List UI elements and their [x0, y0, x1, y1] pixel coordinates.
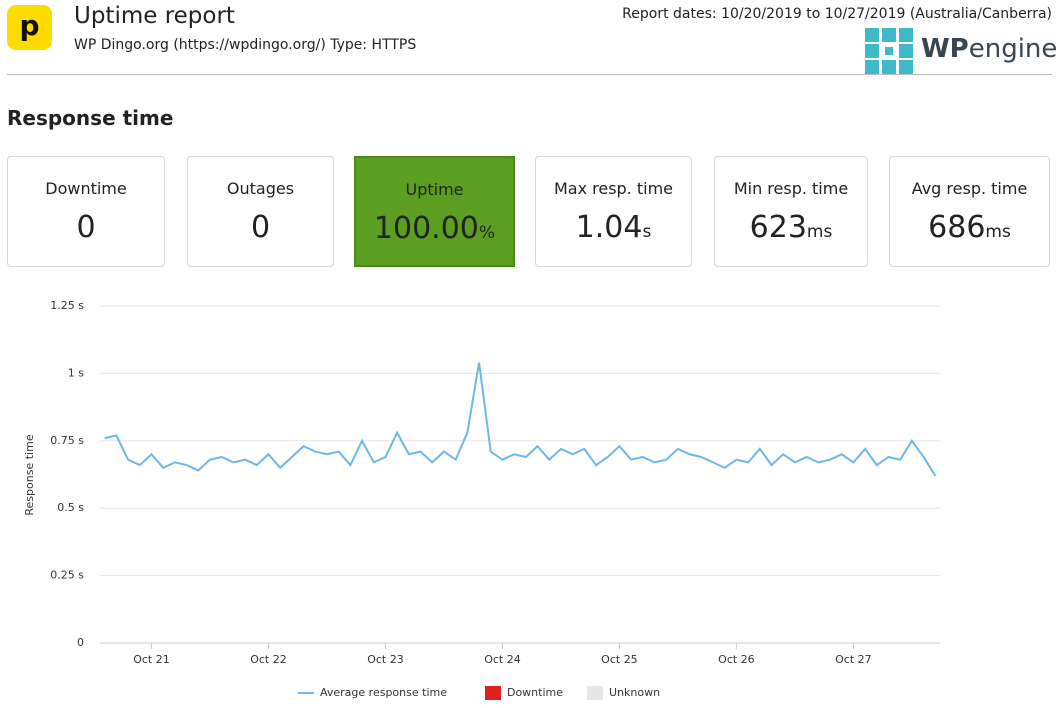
stat-value: 623ms — [715, 210, 867, 245]
section-title: Response time — [7, 106, 174, 130]
stat-card: Max resp. time 1.04s — [535, 156, 692, 267]
stat-value: 0 — [8, 210, 164, 245]
stat-card: Min resp. time 623ms — [714, 156, 868, 267]
stat-unit: % — [478, 223, 496, 243]
brand-icon — [865, 28, 913, 74]
stat-card: Downtime 0 — [7, 156, 165, 267]
legend-swatch — [587, 686, 604, 700]
response-line — [104, 362, 937, 477]
x-tick-label: Oct 27 — [835, 653, 872, 666]
stat-label: Avg resp. time — [911, 179, 1028, 198]
x-tick-label: Oct 25 — [601, 653, 638, 666]
y-tick-label: 0.75 s — [50, 434, 84, 447]
stat-number: 0 — [250, 210, 271, 245]
stat-label: Max resp. time — [553, 179, 674, 198]
subtitle: WP Dingo.org (https://wpdingo.org/) Type… — [74, 37, 417, 53]
stat-value: 100.00% — [356, 211, 513, 246]
x-tick-label: Oct 24 — [484, 653, 521, 666]
y-tick-label: 0.25 s — [50, 569, 84, 582]
report-dates: Report dates: 10/20/2019 to 10/27/2019 (… — [622, 6, 1052, 22]
stat-card: Avg resp. time 686ms — [889, 156, 1050, 267]
brand-bold: WP — [921, 34, 969, 64]
x-tick-label: Oct 26 — [718, 653, 755, 666]
stat-unit: ms — [985, 222, 1011, 242]
legend-label: Unknown — [609, 686, 660, 699]
stat-number: 623 — [749, 210, 807, 245]
stat-label: Min resp. time — [733, 179, 849, 198]
divider — [7, 74, 1052, 75]
stat-number: 1.04 — [575, 210, 643, 245]
stat-number: 100.00 — [373, 211, 479, 246]
brand-name: WPengine — [921, 34, 1057, 64]
stat-value: 0 — [188, 210, 333, 245]
title: Uptime report — [74, 3, 235, 29]
stat-unit: ms — [806, 222, 833, 242]
x-tick-label: Oct 21 — [133, 653, 170, 666]
x-tick-label: Oct 22 — [250, 653, 287, 666]
y-tick-label: 0 — [77, 636, 84, 649]
stat-unit: s — [642, 222, 652, 242]
x-tick-label: Oct 23 — [367, 653, 404, 666]
legend-label: Downtime — [507, 686, 563, 699]
brand-light: engine — [968, 34, 1058, 64]
legend-swatch — [484, 686, 501, 700]
legend-label: Average response time — [320, 686, 447, 699]
stat-label: Uptime — [405, 180, 464, 199]
y-tick-label: 1 s — [68, 366, 84, 379]
stat-label: Outages — [226, 179, 295, 198]
stat-number: 0 — [76, 210, 96, 245]
y-tick-label: 0.5 s — [57, 501, 84, 514]
stat-number: 686 — [928, 210, 986, 245]
stat-card: Outages 0 — [187, 156, 334, 267]
y-axis-label: Response time — [23, 434, 36, 515]
stat-value: 686ms — [890, 210, 1049, 245]
stat-card: Uptime 100.00% — [354, 156, 515, 267]
stat-label: Downtime — [45, 179, 127, 198]
logo-icon: p — [7, 5, 52, 50]
y-tick-label: 1.25 s — [50, 299, 84, 312]
stat-value: 1.04s — [536, 210, 691, 245]
